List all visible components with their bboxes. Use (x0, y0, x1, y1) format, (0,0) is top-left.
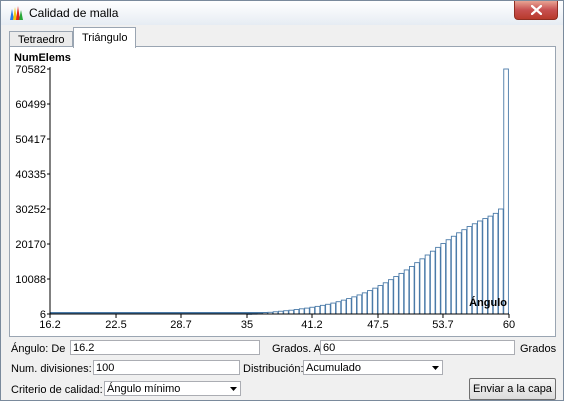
close-icon (531, 5, 542, 15)
angle-from-input[interactable]: 16.2 (70, 340, 260, 355)
tab-tetraedro[interactable]: Tetraedro (9, 31, 74, 48)
title-bar[interactable]: Calidad de malla (1, 1, 563, 25)
distribution-label: Distribución: (243, 363, 304, 375)
histogram-chart: NumElems 6 10088 20170 30252 40335 50417 60499… (14, 52, 515, 331)
y-tick-label: 60499 (15, 99, 46, 111)
histogram-bar (351, 296, 357, 315)
histogram-bar (367, 290, 373, 315)
histogram-bar (456, 232, 462, 315)
x-tick-label: 53.7 (432, 319, 453, 331)
chevron-down-icon (230, 387, 237, 391)
criterion-select[interactable]: Ángulo mínimo (104, 381, 241, 396)
histogram-bar (424, 254, 431, 315)
histogram-bar (361, 292, 368, 315)
close-button[interactable] (514, 1, 558, 20)
histogram-bar (346, 298, 352, 315)
histogram-bar (445, 239, 452, 315)
histogram-bar (440, 243, 446, 315)
histogram-bar (398, 272, 405, 315)
y-tick-label: 30252 (15, 204, 46, 216)
angle-to-label: Grados. A (272, 343, 321, 355)
histogram-bar (461, 229, 467, 315)
window-title: Calidad de malla (29, 6, 119, 20)
histogram-bar (330, 302, 336, 315)
distribution-select[interactable]: Acumulado (303, 360, 443, 375)
distribution-value: Acumulado (306, 362, 362, 374)
histogram-bar (288, 309, 295, 315)
y-tick-label: 50417 (15, 134, 46, 146)
y-tick-label: 6 (40, 309, 46, 321)
angle-to-input[interactable]: 60 (320, 340, 515, 355)
x-tick-label: 35 (241, 319, 253, 331)
histogram-bar (309, 306, 315, 315)
y-tick-label: 70582 (15, 64, 46, 76)
histogram-bar (382, 282, 389, 315)
histogram-bar (319, 304, 326, 315)
histogram-bar (388, 279, 394, 315)
tab-label: Tetraedro (18, 34, 65, 46)
send-to-layer-label: Enviar a la capa (473, 383, 552, 395)
y-tick-label: 10088 (15, 274, 46, 286)
app-color-bars-icon (10, 6, 23, 20)
bars-group (50, 68, 509, 315)
histogram-bar (335, 301, 342, 315)
histogram-bar (393, 276, 399, 315)
x-tick-label: 60 (503, 319, 515, 331)
x-tick-label: 47.5 (367, 319, 388, 331)
criterion-value: Ángulo mínimo (107, 383, 181, 395)
histogram-bar (314, 305, 321, 315)
histogram-bar (435, 246, 441, 315)
histogram-bar (325, 303, 331, 315)
divisions-input[interactable]: 100 (93, 360, 240, 375)
histogram-bar (409, 266, 415, 315)
histogram-bar (403, 269, 410, 315)
tab-label: Triángulo (82, 32, 128, 44)
histogram-panel: NumElems 6 10088 20170 30252 40335 50417 60499… (9, 46, 556, 337)
histogram-bar (429, 250, 436, 315)
x-tick-label: 41.2 (301, 319, 322, 331)
criterion-label: Criterio de calidad: (11, 384, 103, 396)
y-tick-label: 20170 (15, 239, 46, 251)
degrees-label: Grados (520, 343, 557, 355)
histogram-bar (377, 285, 384, 315)
divisions-label: Num. divisiones: (11, 363, 92, 375)
x-ticks-group: 16.2 22.5 28.7 35 41.2 47.5 53.7 60 (39, 314, 515, 331)
histogram-bar (304, 307, 310, 315)
histogram-bar (450, 235, 457, 315)
y-axis-label: NumElems (14, 52, 71, 64)
x-tick-label: 28.7 (170, 319, 191, 331)
x-axis-label: Ángulo (469, 296, 507, 309)
y-ticks-group: 6 10088 20170 30252 40335 50417 60499 70582 (15, 64, 50, 321)
histogram-bar (356, 294, 363, 315)
histogram-bar (298, 308, 305, 315)
send-to-layer-button[interactable]: Enviar a la capa (469, 378, 556, 400)
tab-triangulo[interactable]: Triángulo (73, 27, 137, 48)
histogram-bar (372, 287, 378, 315)
histogram-bar (419, 258, 426, 315)
histogram-bar (340, 299, 347, 315)
x-tick-label: 22.5 (105, 319, 126, 331)
histogram-bar (414, 262, 420, 315)
angle-from-label: Ángulo: De (11, 343, 66, 355)
histogram-bar (503, 68, 509, 315)
chevron-down-icon (432, 366, 439, 370)
histogram-bar (293, 309, 300, 315)
y-tick-label: 40335 (15, 169, 46, 181)
x-tick-label: 16.2 (39, 319, 60, 331)
